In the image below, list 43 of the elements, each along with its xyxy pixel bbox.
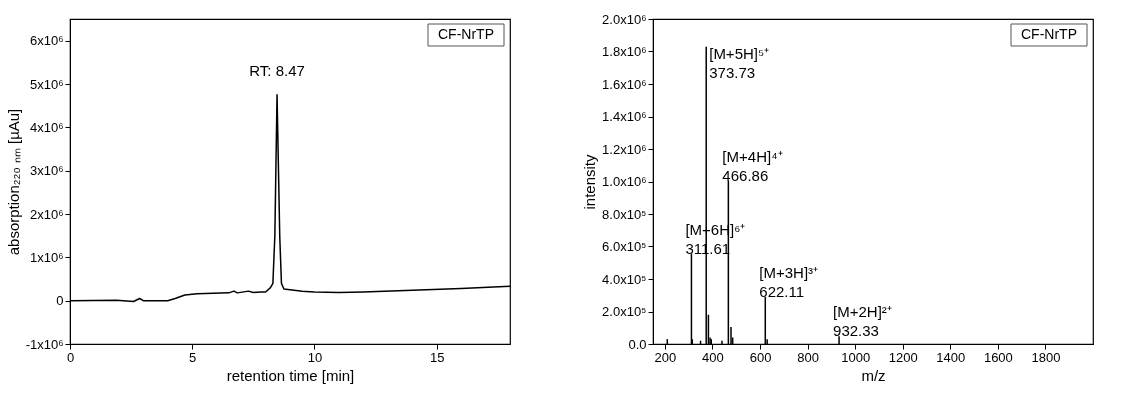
annotation: CF-NrTP: [438, 26, 494, 42]
y-tick-label: 5x10⁶: [29, 76, 64, 92]
annotation: RT: 8.47: [249, 61, 305, 79]
y-tick-label: 4x10⁶: [29, 119, 64, 135]
x-tick-label: 1000: [841, 349, 871, 365]
y-tick-label: 1x10⁶: [29, 249, 64, 265]
y-tick-label: 4.0x10⁵: [602, 271, 647, 287]
x-tick-label: 1200: [888, 349, 918, 365]
y-tick-label: 0.0: [628, 336, 647, 352]
x-tick-label: 800: [797, 349, 819, 365]
y-tick-label: 1.6x10⁶: [602, 76, 647, 92]
y-tick-label: 2.0x10⁶: [602, 11, 647, 27]
x-tick-label: 5: [189, 349, 197, 365]
x-tick-label: 10: [307, 349, 323, 365]
y-tick-label: 8.0x10⁵: [602, 206, 647, 222]
y-tick-label: 6x10⁶: [29, 33, 64, 49]
x-axis-title: m/z: [861, 366, 886, 384]
x-tick-label: 1600: [983, 349, 1013, 365]
y-tick-label: -1x10⁶: [25, 336, 64, 352]
y-tick-label: 2x10⁶: [29, 206, 64, 222]
x-tick-label: 400: [702, 349, 724, 365]
x-tick-label: 0: [66, 349, 75, 365]
annotation: CF-NrTP: [1021, 26, 1077, 42]
x-tick-label: 15: [429, 349, 445, 365]
y-tick-label: 6.0x10⁵: [602, 239, 647, 254]
x-axis-title: retention time [min]: [226, 366, 355, 384]
annotation: [M+4H]⁴⁺ 466.86: [722, 147, 783, 184]
y-tick-label: 2.0x10⁵: [602, 304, 647, 319]
y-tick-label: 3x10⁶: [29, 163, 64, 179]
annotation: [M+3H]³⁺ 622.11: [759, 263, 819, 300]
y-tick-label: 1.4x10⁶: [602, 109, 647, 124]
y-tick-label: 1.8x10⁶: [602, 44, 647, 59]
y-axis-title: intensity: [581, 153, 599, 210]
x-tick-label: 200: [654, 349, 677, 365]
y-tick-label: 0: [56, 293, 64, 309]
y-tick-label: 1.2x10⁶: [602, 141, 647, 157]
x-tick-label: 600: [749, 349, 772, 365]
x-tick-label: 1800: [1031, 349, 1061, 365]
x-tick-label: 1400: [936, 349, 966, 365]
annotation: [M+2H]²⁺ 932.33: [833, 303, 892, 340]
y-axis-title: absorption₂₂₀ ₙₘ [µAu]: [4, 108, 22, 256]
annotation: [M+5H]⁵⁺ 373.73: [709, 44, 770, 81]
y-tick-label: 1.0x10⁶: [602, 174, 647, 189]
